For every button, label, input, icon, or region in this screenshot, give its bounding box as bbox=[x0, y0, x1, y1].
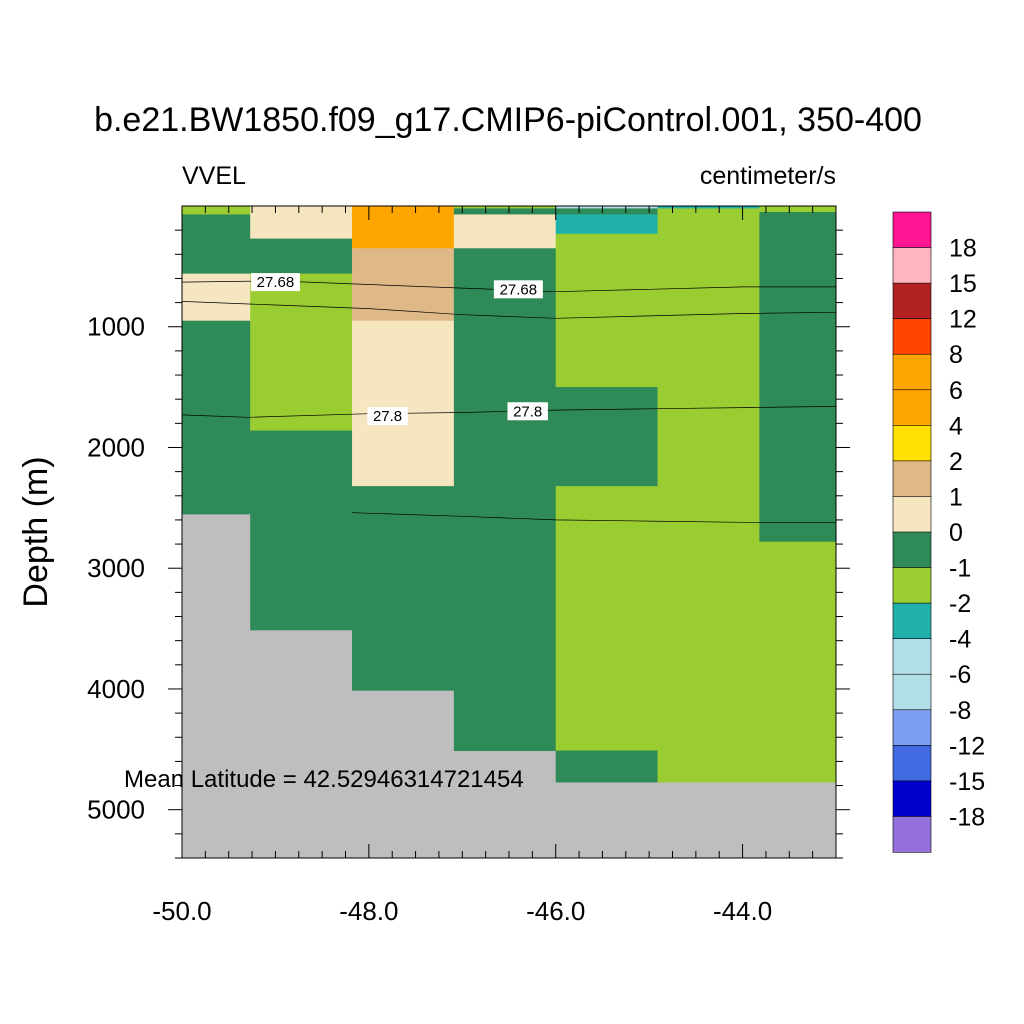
velocity-cell bbox=[657, 208, 760, 783]
axes: -50.0 -48.0 -46.0 -44.0 1000 2000 3000 4000 5000 bbox=[87, 205, 850, 926]
velocity-cell bbox=[352, 486, 455, 691]
velocity-cell bbox=[250, 238, 353, 275]
velocity-cell bbox=[555, 208, 659, 215]
colorbar-label: -6 bbox=[949, 661, 971, 689]
colorbar-label: 6 bbox=[949, 377, 963, 405]
velocity-cell bbox=[759, 206, 837, 213]
mean-latitude-annotation: Mean Latitude = 42.52946314721454 bbox=[124, 766, 524, 793]
colorbar-label: 12 bbox=[949, 306, 977, 334]
colorbar-swatch bbox=[892, 318, 932, 355]
velocity-cell bbox=[555, 750, 659, 783]
colorbar-label: 4 bbox=[949, 412, 963, 440]
variable-label: VVEL bbox=[182, 162, 246, 190]
colorbar-swatch bbox=[892, 353, 932, 391]
units-label: centimeter/s bbox=[700, 162, 836, 190]
velocity-cell bbox=[453, 206, 557, 209]
colorbar-label: -2 bbox=[949, 590, 971, 618]
colorbar-label: -18 bbox=[949, 803, 985, 831]
colorbar-swatch bbox=[892, 780, 932, 818]
velocity-cell bbox=[657, 206, 760, 209]
x-tick-label: -44.0 bbox=[713, 896, 772, 926]
density-contour-line bbox=[181, 301, 837, 319]
y-tick-label: 1000 bbox=[87, 312, 145, 342]
colorbar-swatch bbox=[892, 602, 932, 640]
velocity-cell bbox=[182, 273, 251, 322]
density-contour-line bbox=[351, 512, 836, 523]
colorbar-label: -15 bbox=[949, 768, 985, 796]
velocity-cell bbox=[250, 273, 353, 432]
contour-label: 27.68 bbox=[500, 281, 538, 298]
colorbar-label: 15 bbox=[949, 270, 977, 298]
velocity-cell bbox=[453, 214, 557, 249]
contour-label: 27.68 bbox=[257, 274, 295, 291]
velocity-cell bbox=[250, 430, 353, 631]
x-tick-label: -48.0 bbox=[339, 896, 398, 926]
colorbar-swatch bbox=[892, 816, 932, 853]
colorbar-swatch bbox=[892, 745, 932, 782]
velocity-cell bbox=[250, 206, 353, 240]
colorbar-swatch bbox=[892, 425, 932, 462]
velocity-cell bbox=[555, 486, 659, 752]
velocity-cell bbox=[759, 541, 837, 783]
y-tick-label: 5000 bbox=[87, 795, 145, 825]
colorbar-swatch bbox=[892, 567, 932, 604]
colorbar: 18 15 12 8 6 4 2 1 0 -1 -2 -4 -6 -8 -12 -15 -18 bbox=[892, 211, 985, 853]
density-contours: 27.68 27.68 27.8 27.8 bbox=[181, 273, 837, 523]
plot-area bbox=[182, 206, 837, 783]
colorbar-label: 0 bbox=[949, 519, 963, 547]
contour-label: 27.8 bbox=[373, 408, 402, 425]
colorbar-swatch bbox=[892, 460, 932, 498]
y-axis-label: Depth (m) bbox=[17, 456, 55, 607]
contour-label: 27.8 bbox=[513, 403, 542, 420]
colorbar-label: -8 bbox=[949, 697, 971, 725]
colorbar-label: -4 bbox=[949, 626, 971, 654]
colorbar-label: 1 bbox=[949, 483, 963, 511]
velocity-cell bbox=[555, 214, 659, 235]
velocity-cell bbox=[555, 233, 659, 388]
colorbar-swatch bbox=[892, 709, 932, 746]
velocity-cell bbox=[182, 206, 251, 215]
chart-title: b.e21.BW1850.f09_g17.CMIP6-piControl.001… bbox=[94, 101, 922, 139]
contour-label-bg bbox=[367, 407, 408, 426]
velocity-cell bbox=[453, 248, 557, 752]
colorbar-swatch bbox=[892, 638, 932, 675]
x-tick-label: -46.0 bbox=[526, 896, 585, 926]
contour-label-bg bbox=[250, 273, 300, 292]
colorbar-swatch bbox=[892, 673, 932, 711]
velocity-cell bbox=[759, 212, 837, 543]
colorbar-swatch bbox=[892, 496, 932, 533]
colorbar-swatch bbox=[892, 282, 932, 320]
colorbar-swatch bbox=[892, 531, 932, 569]
colorbar-label: 18 bbox=[949, 235, 977, 263]
velocity-cell bbox=[182, 214, 251, 275]
contour-label-bg bbox=[507, 402, 548, 421]
velocity-cell bbox=[453, 208, 557, 215]
colorbar-swatch bbox=[892, 389, 932, 426]
y-tick-label: 2000 bbox=[87, 432, 145, 462]
velocity-cell bbox=[352, 320, 455, 487]
colorbar-label: 8 bbox=[949, 341, 963, 369]
y-tick-label: 4000 bbox=[87, 674, 145, 704]
contour-label-bg bbox=[493, 280, 543, 299]
colorbar-label: -12 bbox=[949, 732, 985, 760]
velocity-cell bbox=[555, 206, 659, 209]
velocity-cell bbox=[555, 387, 659, 487]
y-tick-label: 3000 bbox=[87, 553, 145, 583]
x-tick-label: -50.0 bbox=[152, 896, 211, 926]
colorbar-label: -1 bbox=[949, 555, 971, 583]
colorbar-swatch bbox=[892, 211, 932, 249]
colorbar-label: 2 bbox=[949, 448, 963, 476]
velocity-cell bbox=[182, 320, 251, 515]
colorbar-swatch bbox=[892, 247, 932, 284]
